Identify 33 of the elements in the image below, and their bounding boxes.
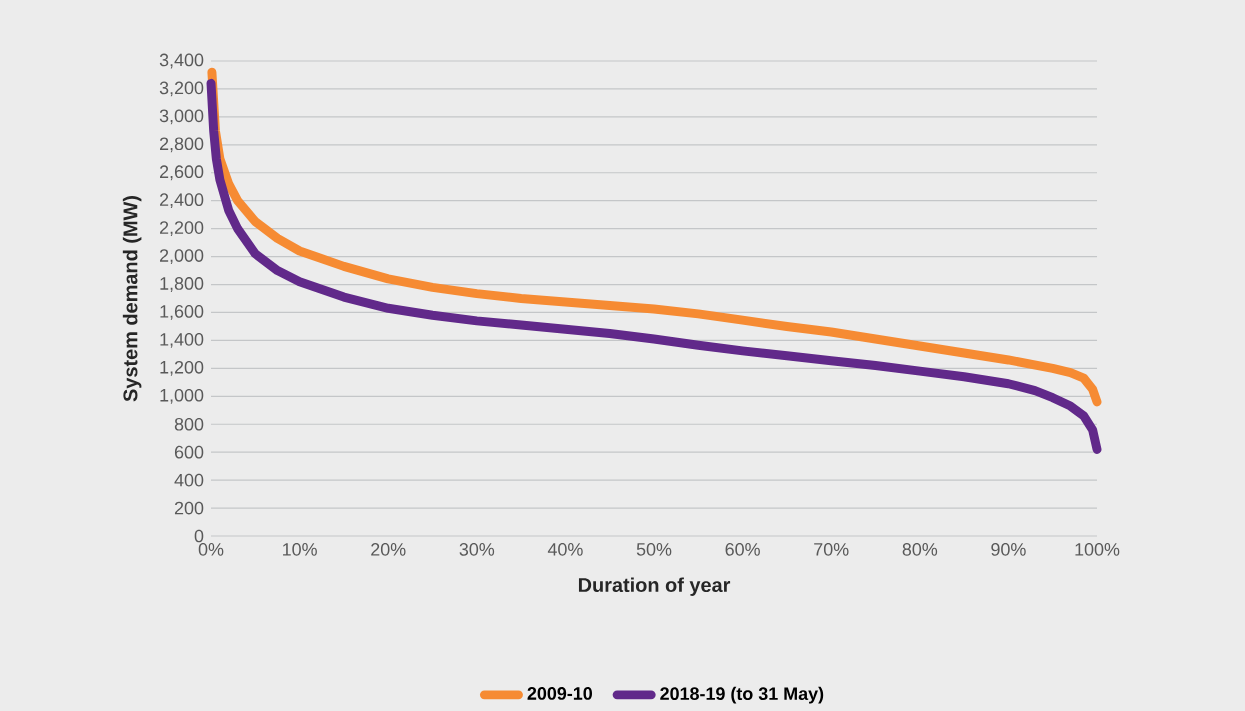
x-tick-label: 100% (1075, 543, 1120, 556)
y-tick-label: 1,000 (160, 388, 204, 404)
x-tick-label: 70% (814, 543, 849, 556)
x-tick-label: 10% (283, 543, 317, 556)
y-tick-label: 1,200 (160, 360, 204, 376)
legend-label: 2018-19 (to 31 May) (660, 686, 824, 704)
y-tick-label: 600 (174, 445, 204, 459)
y-tick-label: 1,600 (160, 305, 204, 320)
y-tick-label: 800 (174, 417, 204, 431)
legend-label: 2009-10 (527, 687, 592, 700)
y-tick-label: 2,200 (160, 221, 204, 237)
x-tick-label: 50% (636, 543, 672, 556)
y-tick-label: 2,800 (160, 137, 204, 153)
y-tick-label: 400 (174, 473, 204, 487)
y-tick-label: 0 (194, 529, 204, 543)
y-tick-label: 1,800 (160, 277, 204, 292)
x-tick-label: 80% (902, 543, 938, 556)
y-tick-label: 2,600 (160, 165, 204, 181)
y-tick-label: 3,000 (159, 109, 204, 125)
x-tick-label: 30% (459, 543, 495, 556)
y-tick-label: 3,200 (159, 81, 204, 97)
x-tick-label: 20% (371, 543, 406, 556)
x-tick-label: 40% (547, 543, 583, 556)
y-axis-title: System demand (MW) (122, 195, 142, 402)
x-tick-label: 0% (198, 543, 224, 556)
y-tick-label: 2,000 (160, 249, 204, 264)
y-tick-label: 3,400 (159, 53, 204, 69)
y-tick-label: 2,400 (160, 193, 204, 209)
x-tick-label: 90% (991, 543, 1026, 556)
x-tick-label: 60% (725, 543, 760, 556)
y-tick-label: 1,400 (160, 332, 204, 348)
y-tick-label: 200 (174, 501, 204, 515)
x-axis-title: Duration of year (578, 577, 731, 596)
